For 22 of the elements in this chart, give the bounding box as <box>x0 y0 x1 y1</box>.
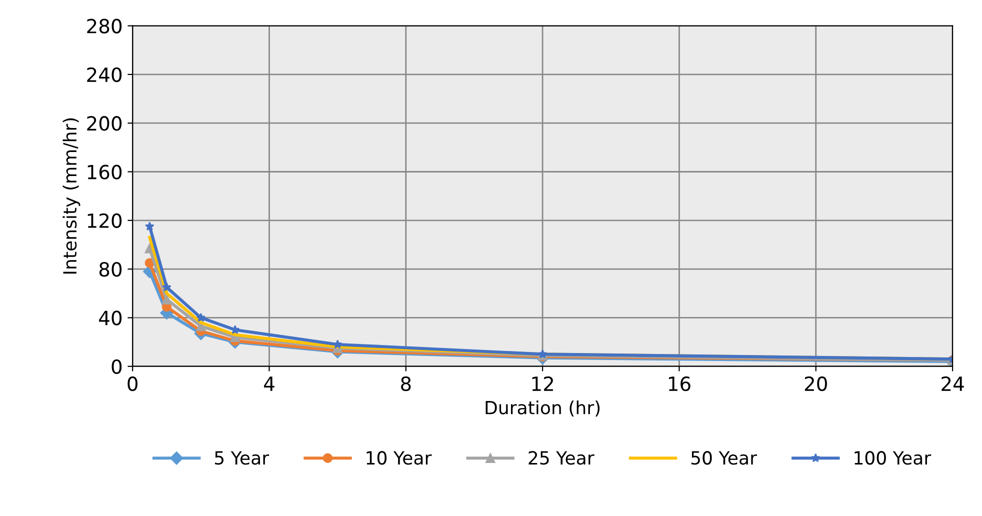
y-tick-label: 200 <box>87 116 122 131</box>
y-tick-label: 120 <box>88 213 122 228</box>
legend-label: 10 Year <box>366 451 432 465</box>
x-tick-label: 8 <box>401 376 411 392</box>
x-tick-label: 16 <box>668 376 690 392</box>
x-tick-label: 24 <box>942 376 964 391</box>
legend-label: 25 Year <box>528 451 594 465</box>
y-tick-label: 0 <box>112 359 122 374</box>
legend-label: 5 Year <box>214 451 270 465</box>
legend-label: 50 Year <box>691 451 757 465</box>
legend-label: 100 Year <box>854 451 932 465</box>
x-tick-label: 12 <box>532 376 553 391</box>
y-tick-label: 80 <box>99 262 122 277</box>
x-tick-label: 4 <box>264 376 274 391</box>
y-axis-title: Intensity (mm/hr) <box>62 118 80 274</box>
x-tick-label: 20 <box>804 376 827 392</box>
y-tick-label: 160 <box>88 164 122 180</box>
y-tick-label: 40 <box>99 310 122 326</box>
y-tick-label: 240 <box>87 67 122 82</box>
x-axis-title: Duration (hr) <box>486 400 600 417</box>
x-tick-label: 0 <box>128 376 138 392</box>
y-tick-label: 280 <box>87 18 122 34</box>
